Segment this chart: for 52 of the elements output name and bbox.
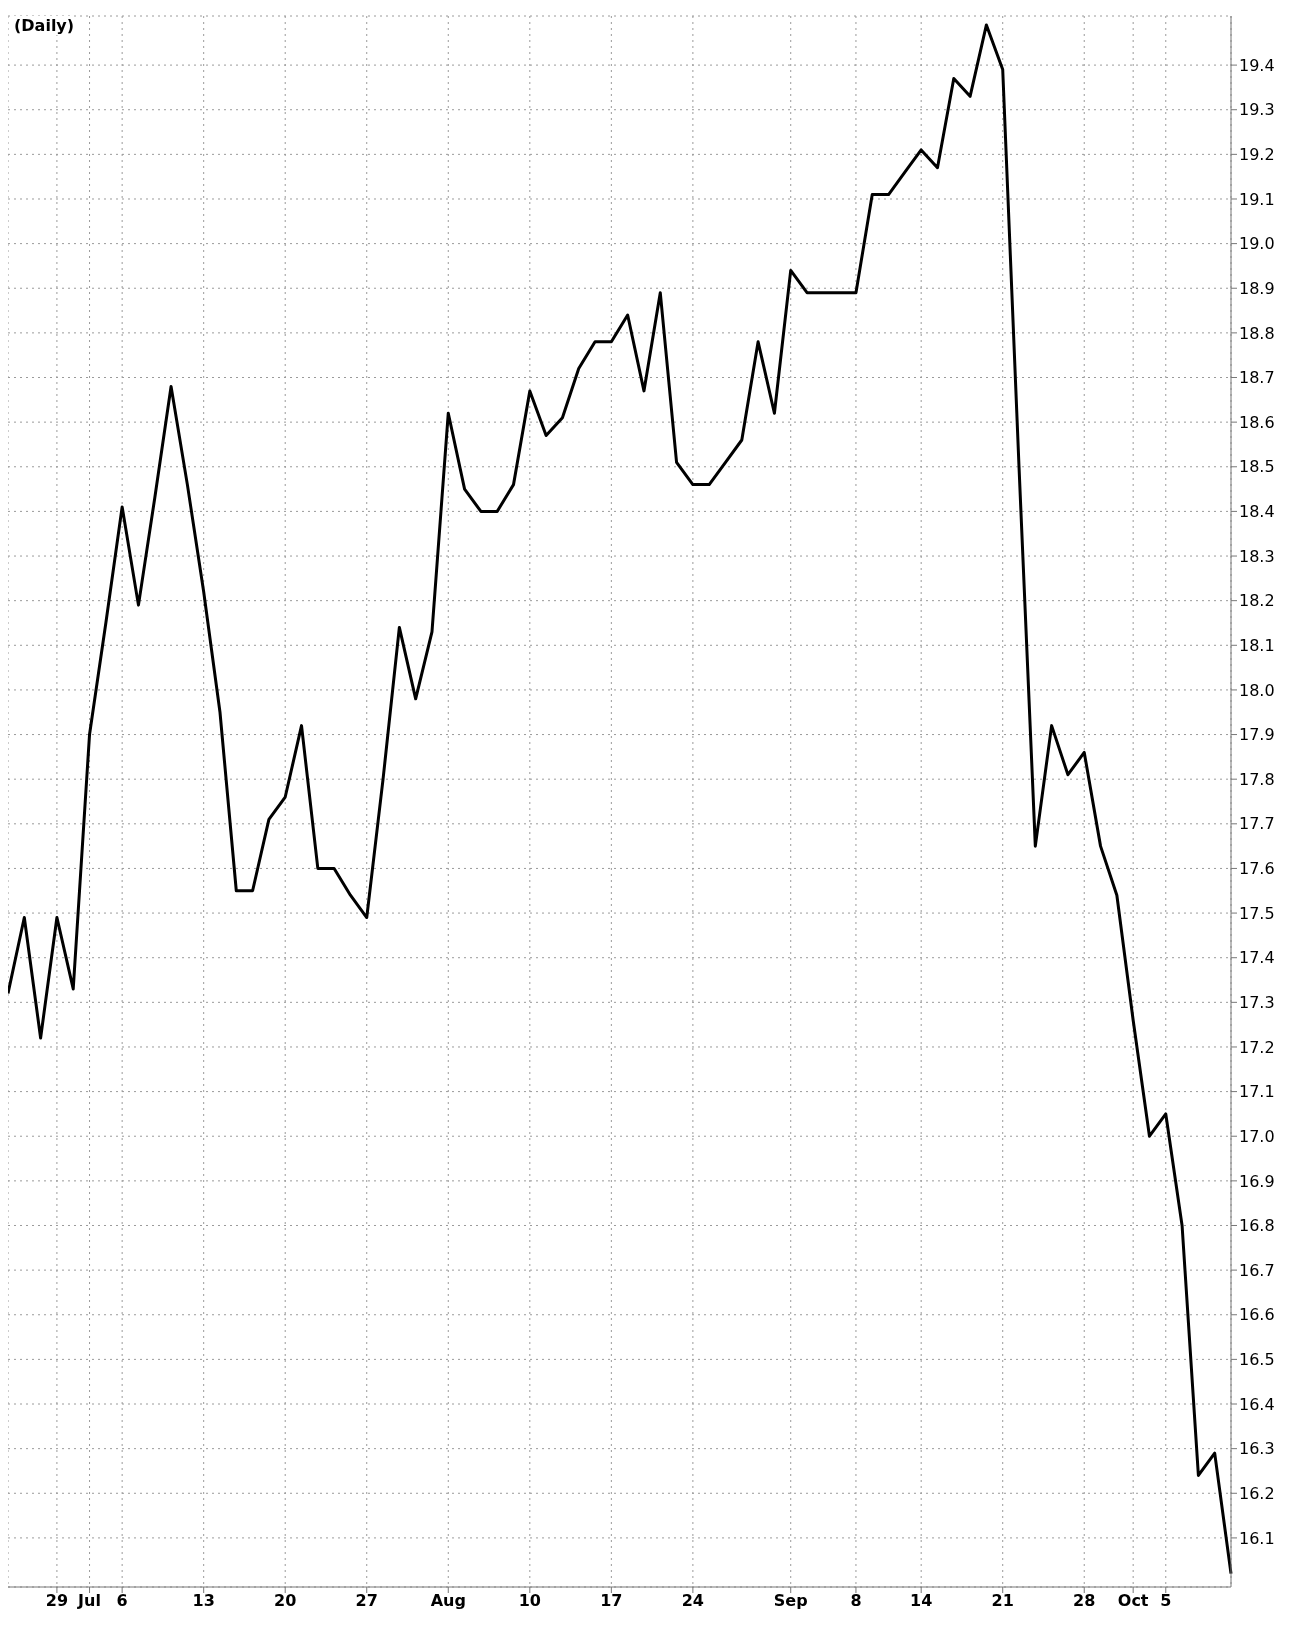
y-tick-label: 18.1 xyxy=(1239,635,1275,655)
y-tick-label: 18.6 xyxy=(1239,412,1275,432)
y-tick-label: 16.8 xyxy=(1239,1216,1275,1236)
x-tick-label: 14 xyxy=(910,1591,933,1611)
y-tick-label: 18.8 xyxy=(1239,323,1275,343)
y-tick-label: 18.7 xyxy=(1239,368,1275,388)
x-tick-label: Aug xyxy=(430,1591,466,1611)
x-tick-label: Oct xyxy=(1117,1591,1149,1611)
y-tick-label: 18.5 xyxy=(1239,457,1275,477)
y-tick-label: 17.4 xyxy=(1239,948,1275,968)
x-tick-label: Sep xyxy=(773,1591,808,1611)
y-tick-label: 16.6 xyxy=(1239,1305,1275,1325)
y-tick-label: 18.0 xyxy=(1239,680,1275,700)
y-tick-label: 18.9 xyxy=(1239,278,1275,298)
x-tick-label: 21 xyxy=(991,1591,1014,1611)
x-tick-label: 10 xyxy=(518,1591,541,1611)
x-tick-label: 13 xyxy=(192,1591,215,1611)
y-tick-label: 16.2 xyxy=(1239,1483,1275,1503)
x-tick-label: 27 xyxy=(355,1591,378,1611)
x-tick-label: 28 xyxy=(1073,1591,1096,1611)
y-tick-label: 18.3 xyxy=(1239,546,1275,566)
y-tick-label: 16.7 xyxy=(1239,1260,1275,1280)
y-tick-label: 16.5 xyxy=(1239,1350,1275,1370)
x-tick-label: 8 xyxy=(850,1591,862,1611)
y-tick-label: 17.3 xyxy=(1239,993,1275,1013)
y-tick-label: 19.0 xyxy=(1239,234,1275,254)
x-tick-label: Jul xyxy=(77,1591,101,1611)
y-tick-label: 17.9 xyxy=(1239,725,1275,745)
y-tick-label: 16.4 xyxy=(1239,1394,1275,1414)
x-tick-label: 17 xyxy=(600,1591,623,1611)
y-tick-label: 16.3 xyxy=(1239,1439,1275,1459)
y-tick-label: 17.0 xyxy=(1239,1126,1275,1146)
y-tick-label: 17.7 xyxy=(1239,814,1275,834)
y-tick-label: 17.6 xyxy=(1239,859,1275,879)
chart-title: (Daily) xyxy=(14,16,75,35)
y-tick-label: 18.2 xyxy=(1239,591,1275,611)
y-tick-label: 17.5 xyxy=(1239,903,1275,923)
y-tick-label: 18.4 xyxy=(1239,502,1275,522)
y-tick-label: 19.1 xyxy=(1239,189,1275,209)
x-tick-label: 6 xyxy=(116,1591,128,1611)
y-tick-label: 17.8 xyxy=(1239,769,1275,789)
y-tick-label: 16.9 xyxy=(1239,1171,1275,1191)
x-tick-label: 5 xyxy=(1160,1591,1172,1611)
y-tick-label: 19.2 xyxy=(1239,145,1275,165)
y-tick-label: 19.4 xyxy=(1239,55,1275,75)
y-tick-label: 19.3 xyxy=(1239,100,1275,120)
x-tick-label: 29 xyxy=(45,1591,69,1611)
y-tick-label: 17.2 xyxy=(1239,1037,1275,1057)
x-tick-label: 20 xyxy=(274,1591,297,1611)
y-tick-label: 17.1 xyxy=(1239,1082,1275,1102)
x-tick-label: 24 xyxy=(681,1591,705,1611)
y-tick-label: 16.1 xyxy=(1239,1528,1275,1548)
